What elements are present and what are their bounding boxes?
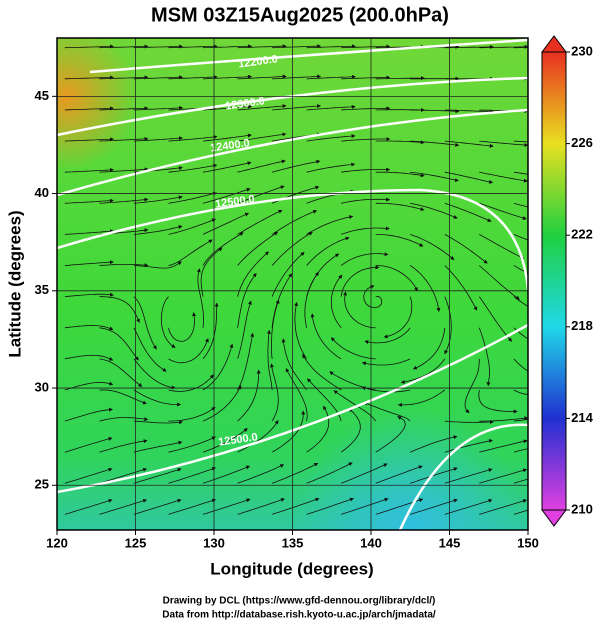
x-tick-label: 140: [360, 535, 382, 550]
colorbar-scale: [542, 52, 566, 510]
footer-line: Drawing by DCL (https://www.gfd-dennou.o…: [163, 596, 436, 607]
x-tick-label: 125: [125, 535, 147, 550]
colorbar-tick-label: 218: [571, 318, 593, 333]
x-tick-label: 150: [517, 535, 539, 550]
colorbar-tick-label: 226: [571, 135, 593, 150]
colorbar-extend-top: [542, 36, 566, 52]
colorbar-tick-label: 222: [571, 227, 593, 242]
x-tick-label: 120: [46, 535, 68, 550]
x-tick-label: 135: [282, 535, 304, 550]
x-tick-label: 130: [203, 535, 225, 550]
y-tick-label: 30: [35, 379, 49, 394]
y-tick-label: 25: [35, 477, 49, 492]
y-tick-label: 45: [35, 88, 49, 103]
y-axis-label: Latitude (degrees): [5, 210, 24, 357]
colorbar-tick-label: 214: [571, 410, 593, 425]
colorbar: 210 214 218 222 226 230: [542, 36, 594, 526]
colorbar-tick-label: 230: [571, 43, 593, 58]
y-tick-label: 35: [35, 282, 49, 297]
colorbar-tick-label: 210: [571, 501, 593, 516]
title: MSM 03Z15Aug2025 (200.0hPa): [151, 4, 449, 26]
y-tick-label: 40: [35, 185, 49, 200]
x-tick-label: 145: [439, 535, 461, 550]
footer-line: Data from http://database.rish.kyoto-u.a…: [162, 610, 436, 621]
colorbar-extend-bottom: [542, 510, 566, 526]
x-axis-label: Longitude (degrees): [210, 559, 373, 578]
